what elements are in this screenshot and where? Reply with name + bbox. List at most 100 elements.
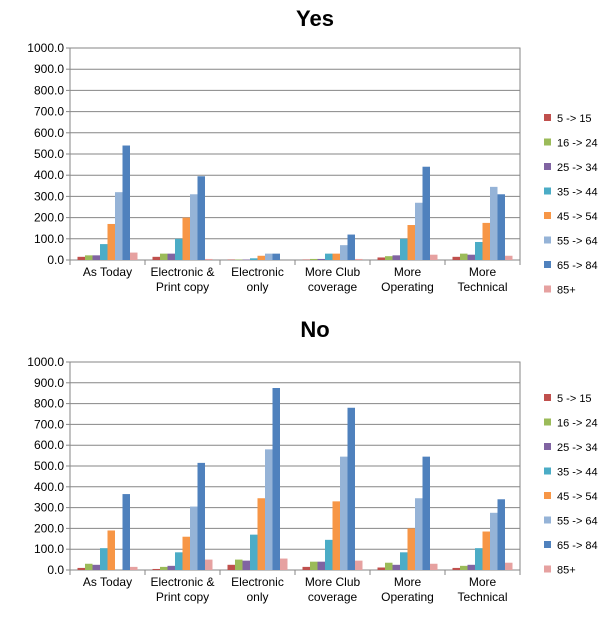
bar <box>242 560 250 570</box>
y-tick-label: 400.0 <box>34 168 64 182</box>
x-tick-label: Print copy <box>156 590 209 604</box>
legend-label: 55 -> 64 <box>557 236 598 248</box>
x-tick-label: More <box>469 575 497 589</box>
bar <box>317 561 325 570</box>
legend-label: 35 -> 44 <box>557 467 598 479</box>
y-tick-label: 900.0 <box>34 62 64 76</box>
bar <box>205 559 213 570</box>
x-tick-label: Electronic <box>231 265 284 279</box>
y-tick-label: 1000.0 <box>27 355 64 369</box>
legend-label: 16 -> 24 <box>557 418 598 430</box>
y-tick-label: 500.0 <box>34 147 64 161</box>
chart-title: Yes <box>296 6 334 31</box>
bar <box>385 562 393 570</box>
x-tick-label: Technical <box>457 590 507 604</box>
legend-swatch <box>544 187 551 195</box>
bar <box>325 253 333 260</box>
legend-swatch <box>544 541 551 548</box>
bar <box>182 536 190 570</box>
bar <box>452 256 460 260</box>
legend-label: 65 -> 84 <box>557 540 598 552</box>
bar <box>130 566 138 570</box>
bar <box>415 202 423 260</box>
bar <box>100 548 108 570</box>
legend-swatch <box>544 492 551 499</box>
x-tick-label: More Club <box>305 265 361 279</box>
bar <box>77 256 85 260</box>
bar <box>92 564 100 570</box>
y-tick-label: 600.0 <box>34 126 64 140</box>
legend-swatch <box>544 467 551 475</box>
bar <box>77 567 85 570</box>
x-tick-label: Electronic & <box>150 575 214 589</box>
bar <box>347 234 355 260</box>
bar <box>422 456 430 570</box>
bar <box>317 258 325 260</box>
bar <box>497 499 505 570</box>
x-tick-label: More <box>394 575 422 589</box>
x-tick-label: Technical <box>457 280 507 294</box>
y-tick-label: 200.0 <box>34 521 64 535</box>
bar <box>302 566 310 570</box>
x-tick-label: only <box>246 590 268 604</box>
legend-label: 65 -> 84 <box>557 260 598 272</box>
x-tick-label: Operating <box>381 590 434 604</box>
x-tick-label: only <box>246 280 268 294</box>
legend-swatch <box>544 163 551 170</box>
bar <box>325 539 333 570</box>
bar <box>107 530 115 570</box>
bar <box>355 258 363 260</box>
bar <box>475 548 483 570</box>
y-tick-label: 300.0 <box>34 189 64 203</box>
bar <box>227 564 235 570</box>
bar <box>160 566 168 570</box>
bar <box>415 498 423 570</box>
bar <box>407 225 415 260</box>
x-tick-label: Operating <box>381 280 434 294</box>
legend-swatch <box>544 565 551 573</box>
bar <box>505 255 513 260</box>
legend-label: 55 -> 64 <box>557 516 598 528</box>
bar <box>100 244 108 260</box>
bar <box>250 534 258 570</box>
bar <box>190 506 198 570</box>
bar <box>347 407 355 570</box>
bar <box>482 531 490 570</box>
y-tick-label: 300.0 <box>34 501 64 515</box>
legend-label: 45 -> 54 <box>557 211 598 223</box>
y-tick-label: 0.0 <box>47 563 64 577</box>
bar <box>265 449 273 570</box>
y-tick-label: 700.0 <box>34 417 64 431</box>
legend-swatch <box>544 138 551 146</box>
x-tick-label: More <box>469 265 497 279</box>
bar <box>175 552 183 570</box>
bar <box>400 238 408 260</box>
bar <box>490 186 498 260</box>
legend-swatch <box>544 394 551 401</box>
x-tick-label: coverage <box>308 590 358 604</box>
bar <box>250 258 258 260</box>
bar <box>490 512 498 570</box>
bar <box>355 560 363 570</box>
y-tick-label: 800.0 <box>34 83 64 97</box>
y-tick-label: 800.0 <box>34 397 64 411</box>
legend-swatch <box>544 236 551 244</box>
bar <box>175 238 183 260</box>
legend-swatch <box>544 212 551 219</box>
bar <box>272 253 280 260</box>
y-tick-label: 600.0 <box>34 438 64 452</box>
bar <box>152 256 160 260</box>
y-tick-label: 100.0 <box>34 232 64 246</box>
bar <box>340 245 348 260</box>
bar <box>272 388 280 570</box>
bar <box>377 567 385 570</box>
bar <box>430 563 438 570</box>
y-tick-label: 100.0 <box>34 542 64 556</box>
y-tick-label: 500.0 <box>34 459 64 473</box>
legend-label: 85+ <box>557 565 576 577</box>
bar <box>115 192 123 260</box>
legend-label: 25 -> 34 <box>557 162 598 174</box>
bar <box>85 563 93 570</box>
bar <box>130 252 138 260</box>
